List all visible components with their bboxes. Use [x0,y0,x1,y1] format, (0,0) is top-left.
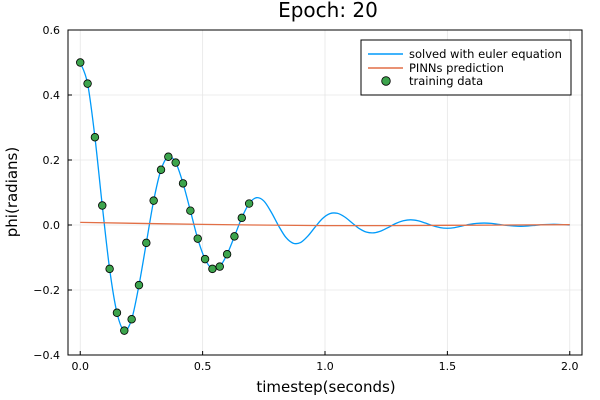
training-data-point [90,133,100,142]
chart-title: Epoch: 20 [278,0,378,22]
y-tick-label: −0.4 [33,349,60,362]
training-data-point [98,201,107,210]
training-data-point [105,264,114,274]
legend-label-euler: solved with euler equation [409,47,562,61]
x-tick-label: 1.0 [316,360,334,373]
training-data-point [127,315,136,324]
x-tick-label: 0.0 [71,360,89,373]
tick-marks [68,29,571,356]
x-axis-label: timestep(seconds) [256,378,395,396]
tick-labels: 0.0 0.5 1.0 1.5 2.0 −0.4 −0.2 0.0 0.2 0.4 0.6 [33,24,578,373]
training-data-point [208,264,217,274]
legend: solved with euler equation PINNs predict… [360,39,572,96]
legend-swatch-training [381,76,391,86]
training-data-point [200,254,210,264]
training-data-point [134,280,144,290]
x-tick-label: 1.5 [439,360,457,373]
training-data-point [178,179,188,188]
x-tick-label: 0.5 [194,360,212,373]
training-data-point [76,58,85,67]
training-data-point [120,326,129,335]
training-data-point [244,199,254,208]
x-tick-label: 2.0 [561,360,579,373]
training-data-point [230,232,239,241]
y-tick-label: 0.4 [43,89,61,102]
training-data-point [112,308,122,317]
training-data-point [171,158,180,167]
training-data-point [186,206,195,215]
y-tick-label: −0.2 [33,284,60,297]
training-data-point [215,262,224,271]
y-tick-label: 0.0 [43,219,61,232]
legend-label-pinns: PINNs prediction [409,61,504,75]
y-tick-label: 0.6 [43,24,61,37]
y-axis-label: phi(radians) [3,147,21,237]
series-layer [76,58,570,335]
training-data-point [164,152,173,161]
training-data-point [237,213,246,223]
training-data-point [193,234,202,243]
training-data-point [222,250,232,259]
training-data-point [142,238,151,248]
training-data-point [149,196,158,205]
training-data-point [156,165,166,174]
series-line-1 [80,221,570,227]
training-data-point [83,79,92,88]
y-tick-label: 0.2 [43,154,61,167]
legend-label-training: training data [409,74,483,88]
